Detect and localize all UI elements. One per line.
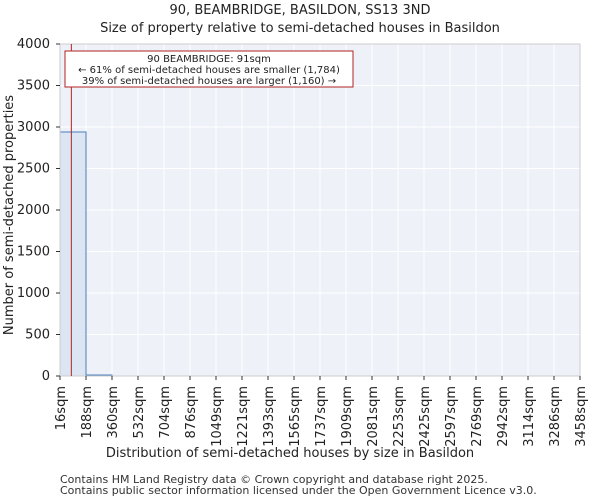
- x-tick-label: 3114sqm: [522, 386, 537, 447]
- x-tick-label: 2597sqm: [444, 386, 459, 447]
- y-axis-label: Number of semi-detached properties: [2, 95, 17, 335]
- annotation-line: ← 61% of semi-detached houses are smalle…: [78, 65, 340, 76]
- x-axis: 16sqm 188sqm 360sqm 532sqm 704sqm 876sqm 1049s…: [54, 376, 589, 447]
- x-tick-label: 1909sqm: [340, 386, 355, 447]
- y-tick-label: 0: [42, 369, 50, 384]
- y-tick-label: 1000: [17, 286, 50, 301]
- x-tick-label: 2942sqm: [496, 386, 511, 447]
- y-tick-label: 2000: [17, 203, 50, 218]
- y-tick-label: 4000: [17, 37, 50, 52]
- x-tick-label: 704sqm: [158, 386, 173, 439]
- grid: [59, 43, 581, 377]
- x-tick-label: 2425sqm: [418, 386, 433, 447]
- footer-line-2: Contains public sector information licen…: [60, 484, 537, 497]
- annotation-line: 90 BEAMBRIDGE: 91sqm: [147, 54, 271, 65]
- y-tick-label: 3000: [17, 120, 50, 135]
- x-tick-label: 1049sqm: [210, 386, 225, 447]
- y-tick-label: 1500: [17, 245, 50, 260]
- x-tick-label: 1565sqm: [288, 386, 303, 447]
- annotation-box: [64, 50, 354, 88]
- x-tick-label: 532sqm: [132, 386, 147, 439]
- y-tick-label: 2500: [17, 162, 50, 177]
- annotation-line: 39% of semi-detached houses are larger (…: [82, 76, 336, 87]
- x-tick-label: 1737sqm: [314, 386, 329, 447]
- x-tick-label: 16sqm: [54, 386, 69, 430]
- x-tick-label: 1393sqm: [262, 386, 277, 447]
- y-tick-label: 500: [25, 328, 50, 343]
- y-axis: 0 500 1000 1500 2000 2500 3000 3500 4000: [17, 37, 60, 384]
- x-axis-label: Distribution of semi-detached houses by …: [106, 446, 474, 461]
- x-tick-label: 2769sqm: [470, 386, 485, 447]
- chart-title: 90, BEAMBRIDGE, BASILDON, SS13 3ND: [170, 3, 431, 18]
- x-tick-label: 360sqm: [106, 386, 121, 439]
- x-tick-label: 1221sqm: [236, 386, 251, 447]
- x-tick-label: 3458sqm: [574, 386, 589, 447]
- y-tick-label: 3500: [17, 79, 50, 94]
- x-tick-label: 188sqm: [80, 386, 95, 439]
- x-tick-label: 2081sqm: [366, 386, 381, 447]
- footer-line-1: Contains HM Land Registry data © Crown c…: [60, 473, 488, 486]
- x-tick-label: 2253sqm: [392, 386, 407, 447]
- chart-subtitle: Size of property relative to semi-detach…: [100, 21, 500, 36]
- x-tick-label: 3286sqm: [548, 386, 563, 447]
- x-tick-label: 876sqm: [184, 386, 199, 439]
- bar: [59, 131, 87, 377]
- marker: 90 BEAMBRIDGE: 91sqm← 61% of semi-detach…: [64, 44, 354, 376]
